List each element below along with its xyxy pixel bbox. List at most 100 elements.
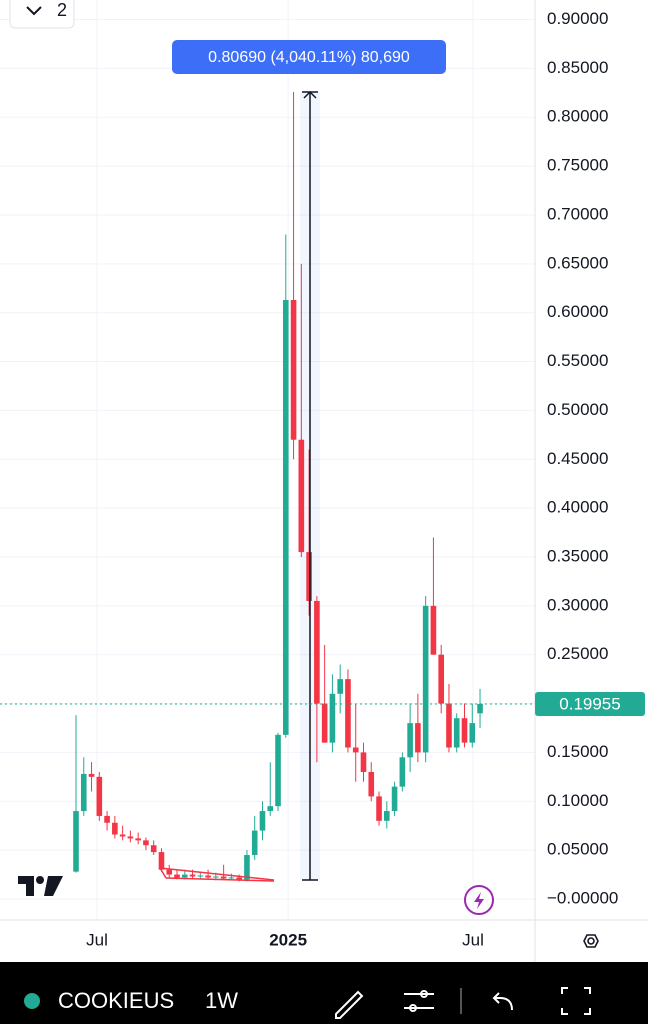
y-tick-label: 0.35000 [547, 546, 608, 565]
candle-body [205, 875, 211, 878]
candle-body [181, 874, 188, 878]
x-tick-label: Jul [86, 930, 108, 949]
candle-body [150, 845, 157, 853]
y-tick-label: 0.45000 [547, 449, 608, 468]
symbol[interactable]: COOKIEUS [58, 988, 174, 1013]
candle-body [415, 723, 421, 753]
candle-body [337, 679, 343, 694]
y-tick-label: 0.60000 [547, 302, 608, 321]
candles [73, 91, 483, 882]
y-tick-label: 0.55000 [547, 351, 608, 370]
candle-body [189, 874, 196, 877]
symbol-icon [24, 993, 40, 1009]
candle-body [461, 718, 468, 743]
candle-body [251, 830, 258, 856]
x-tick-label: 2025 [269, 930, 307, 949]
candle-body [422, 605, 429, 753]
candle-body [306, 552, 312, 601]
y-tick-label: 0.65000 [547, 253, 608, 272]
candle-body [80, 773, 87, 812]
candle-body [166, 869, 173, 875]
candle-body [407, 723, 413, 758]
candle-body [259, 811, 266, 831]
candle-body [282, 299, 289, 735]
candle-body [275, 734, 281, 807]
candle-body [236, 877, 242, 880]
y-tick-label: 0.05000 [547, 840, 608, 859]
flash-icon[interactable] [464, 885, 494, 915]
candle-body [391, 786, 398, 812]
candle-body [228, 877, 235, 879]
x-axis: Jul 2025 Jul [86, 930, 484, 949]
candle-body [399, 757, 406, 787]
candle-body [290, 299, 297, 440]
candle-body [73, 811, 79, 872]
candle-body [384, 811, 390, 821]
settings-icon[interactable] [583, 934, 599, 948]
candle-body [220, 876, 227, 879]
candle-body [244, 855, 250, 880]
candle-body [360, 752, 367, 772]
candle-body [453, 718, 460, 748]
y-tick-label: 0.70000 [547, 204, 608, 223]
candle-body [446, 703, 452, 748]
candle-body [345, 679, 351, 748]
x-tick-label: Jul [462, 930, 484, 949]
pattern-drawing [159, 867, 275, 882]
layout-count: 2 [57, 0, 67, 20]
indicators-icon[interactable] [404, 990, 434, 1012]
candle-body [88, 773, 95, 777]
y-axis: 0.90000 0.85000 0.80000 0.75000 0.70000 0.650… [547, 9, 618, 907]
candle-body [469, 723, 476, 743]
fullscreen-icon[interactable] [561, 987, 591, 1015]
last-price-tag [535, 691, 645, 716]
candle-body [298, 439, 305, 553]
candle-body [329, 693, 336, 743]
candle-body [143, 840, 149, 846]
y-tick-label: 0.85000 [547, 58, 608, 77]
candle-body [213, 876, 219, 878]
y-tick-label: 0.15000 [547, 742, 608, 761]
candle-body [127, 836, 134, 839]
measure-tool [302, 90, 318, 881]
candle-body [197, 875, 204, 877]
candle-body [376, 796, 382, 821]
candle-body [477, 703, 483, 714]
last-price-label: 0.19955 [559, 694, 620, 713]
toolbar [0, 962, 648, 1024]
draw-icon[interactable] [335, 990, 364, 1019]
candle-body [119, 834, 126, 837]
candle-body [314, 600, 320, 704]
y-tick-label: 0.10000 [547, 791, 608, 810]
candle-body [430, 605, 437, 655]
flash-glyph [474, 892, 484, 909]
candle-body [174, 874, 180, 878]
y-tick-label: 0.80000 [547, 107, 608, 126]
candle-body [135, 838, 141, 841]
grid [0, 0, 535, 920]
y-tick-label: 0.50000 [547, 400, 608, 419]
y-tick-label: 0.25000 [547, 644, 608, 663]
candle-body [438, 654, 444, 704]
measure-label: 0.80690 (4,040.11%) 80,690 [208, 49, 410, 66]
candle-body [96, 776, 103, 816]
undo-icon[interactable] [492, 992, 513, 1011]
layout-dropdown[interactable] [9, 0, 75, 29]
candle-body [321, 703, 328, 743]
candle-body [368, 771, 375, 797]
tv-logo [18, 876, 63, 896]
y-tick-label: −0.00000 [547, 888, 618, 907]
measure-label-box [172, 40, 446, 74]
candle-body [104, 815, 110, 823]
candle-body [158, 852, 165, 870]
y-tick-label: 0.30000 [547, 595, 608, 614]
chevron-icon [26, 6, 42, 16]
y-tick-label: 0.90000 [547, 9, 608, 28]
candle-body [267, 806, 274, 812]
interval[interactable]: 1W [205, 988, 238, 1013]
y-tick-label: 0.40000 [547, 498, 608, 517]
candle-body [112, 822, 118, 835]
candle-body [352, 747, 359, 753]
y-tick-label: 0.75000 [547, 156, 608, 175]
